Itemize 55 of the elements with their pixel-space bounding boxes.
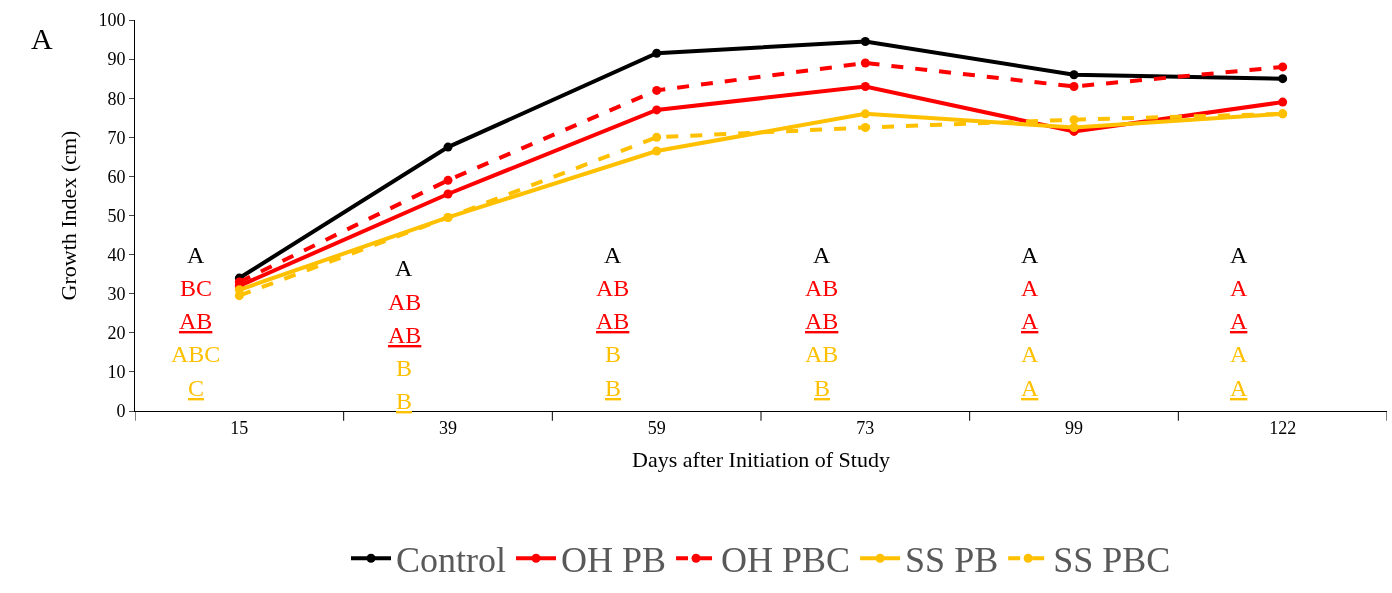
annotation: B bbox=[814, 375, 831, 401]
annotation: A bbox=[1230, 341, 1248, 367]
annotation: A bbox=[187, 242, 205, 268]
x-tick-label: 15 bbox=[230, 417, 249, 438]
annotation: ABC bbox=[171, 341, 221, 367]
text: A bbox=[31, 22, 53, 55]
x-tick-label: 39 bbox=[439, 417, 457, 438]
x-tick-label: 59 bbox=[647, 417, 666, 438]
annotation: AB bbox=[179, 308, 213, 334]
annotation: A bbox=[395, 255, 413, 281]
x-tick-label: 73 bbox=[856, 417, 875, 438]
annotation: B bbox=[605, 375, 622, 401]
legend-label: Control bbox=[396, 540, 507, 581]
annotation: A bbox=[604, 242, 622, 268]
y-tick-label: 20 bbox=[107, 323, 126, 344]
annotation: B bbox=[396, 355, 413, 381]
y-tick-label: 70 bbox=[107, 127, 126, 148]
annotation: A bbox=[1021, 341, 1039, 367]
y-tick-label: 10 bbox=[107, 362, 126, 383]
annotation: A bbox=[1230, 308, 1248, 334]
y-tick-label: 90 bbox=[107, 49, 126, 70]
y-tick-label: 40 bbox=[107, 244, 126, 265]
annotation: AB bbox=[388, 289, 422, 315]
annotation: AB bbox=[596, 308, 630, 334]
annotation: A bbox=[1230, 375, 1248, 401]
x-tick-label: 122 bbox=[1269, 417, 1297, 438]
x-axis-title: Days after Initiation of Study bbox=[632, 447, 890, 473]
y-tick-label: 100 bbox=[98, 10, 126, 31]
annotation: A bbox=[1021, 242, 1039, 268]
annotation: AB bbox=[805, 275, 839, 301]
y-tick-label: 30 bbox=[107, 284, 126, 304]
y-axis-title: Growth Index (cm) bbox=[56, 130, 82, 301]
annotation: BC bbox=[180, 275, 213, 301]
annotation: A bbox=[1021, 275, 1039, 301]
annotation: AB bbox=[596, 275, 630, 301]
annotation: A bbox=[1230, 275, 1248, 301]
y-tick-label: 60 bbox=[107, 166, 126, 187]
annotation: A bbox=[1230, 242, 1248, 268]
annotation: B bbox=[396, 388, 413, 414]
legend-label: OH PB bbox=[561, 540, 667, 581]
annotation: AB bbox=[388, 322, 422, 348]
annotation: AB bbox=[805, 308, 839, 334]
annotation: B bbox=[605, 341, 622, 367]
y-tick-label: 50 bbox=[107, 205, 126, 226]
legend-label: SS PB bbox=[905, 540, 999, 581]
y-tick-label: 0 bbox=[116, 401, 126, 422]
annotation: A bbox=[813, 242, 831, 268]
y-tick-label: 80 bbox=[107, 88, 126, 109]
legend-label: OH PBC bbox=[721, 540, 851, 581]
legend-label: SS PBC bbox=[1053, 540, 1171, 581]
annotation: A bbox=[1021, 308, 1039, 334]
x-tick-label: 99 bbox=[1065, 417, 1083, 438]
annotation: A bbox=[1021, 375, 1039, 401]
annotation: C bbox=[188, 375, 205, 401]
annotation: AB bbox=[805, 341, 839, 367]
